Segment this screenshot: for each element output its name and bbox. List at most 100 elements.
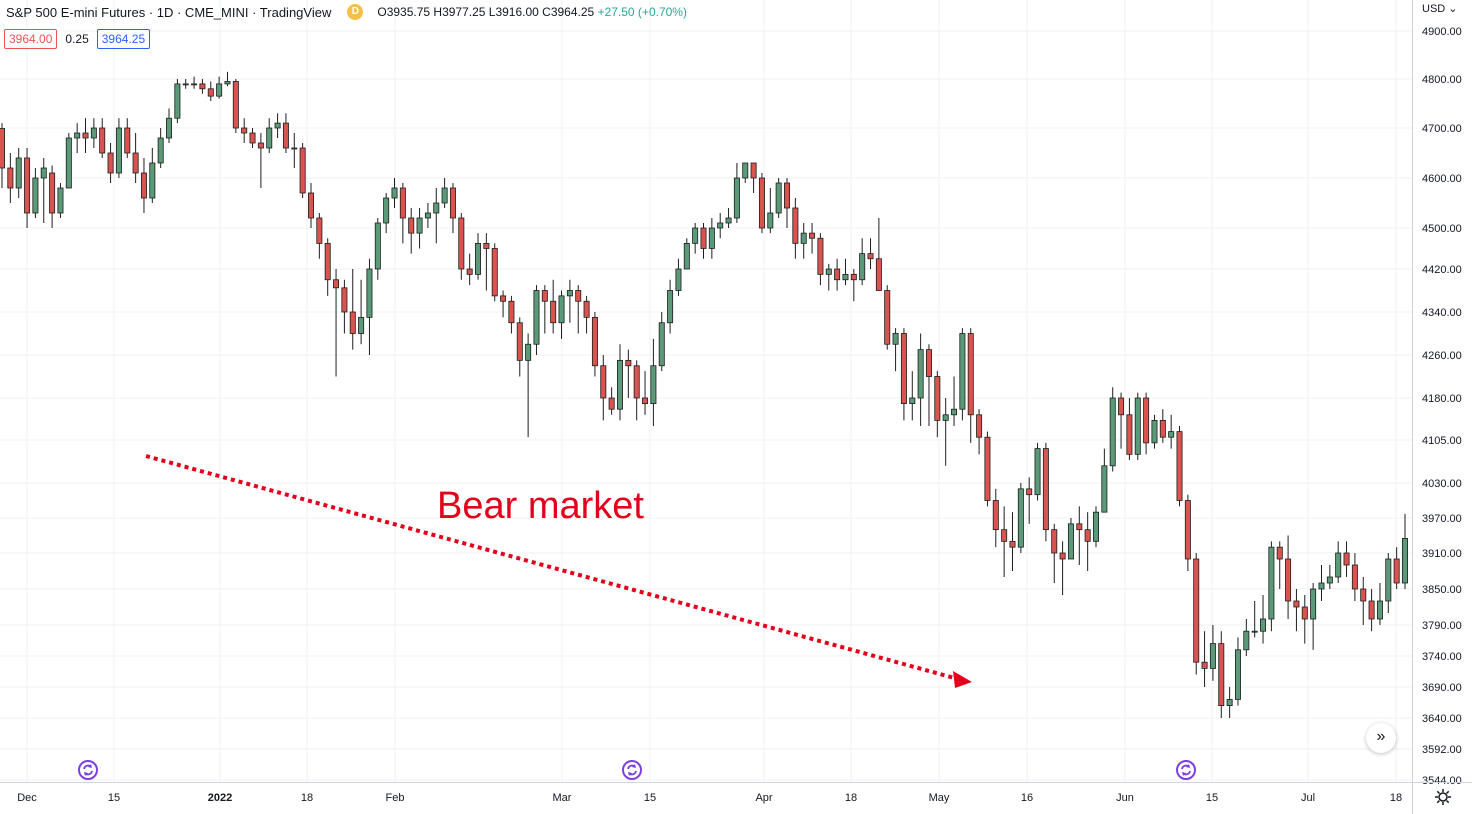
candle <box>1017 483 1024 553</box>
candle <box>1402 513 1408 589</box>
candle <box>1251 601 1258 638</box>
candle <box>1343 541 1350 577</box>
time-tick-label: 15 <box>108 792 120 804</box>
candle <box>1176 426 1183 507</box>
candle <box>867 238 874 269</box>
candle <box>583 295 590 334</box>
candle <box>692 223 699 254</box>
candle <box>433 188 440 244</box>
time-tick-label: Dec <box>17 792 37 804</box>
candle <box>483 233 490 291</box>
candle <box>608 387 615 415</box>
candle <box>399 183 406 244</box>
candle <box>708 218 715 259</box>
currency-selector[interactable]: USD ⌄ <box>1422 3 1458 15</box>
scroll-right-icon: » <box>1376 728 1386 745</box>
candle <box>249 128 256 148</box>
candle <box>1126 398 1133 461</box>
candle <box>767 188 774 234</box>
candle <box>550 279 557 334</box>
candle <box>842 258 849 286</box>
dividend-event-icon[interactable] <box>1176 760 1196 780</box>
candle <box>800 223 807 259</box>
ohlc-text: O3935.75 H3977.25 L3916.00 C3964.25 <box>377 5 595 19</box>
bear-market-annotation[interactable]: Bear market <box>437 485 644 527</box>
candle <box>1201 631 1208 687</box>
candle <box>424 203 431 228</box>
time-tick-label: 18 <box>301 792 313 804</box>
candle <box>90 118 97 148</box>
candle <box>633 360 640 421</box>
sell-price-button[interactable]: 3964.00 <box>4 29 58 49</box>
candle <box>282 113 289 153</box>
candle <box>625 349 632 398</box>
candle <box>909 371 916 421</box>
price-tick-label: 4260.00 <box>1422 350 1462 362</box>
time-tick-label: Feb <box>386 792 405 804</box>
dividend-event-icon[interactable] <box>78 760 98 780</box>
chart-grid <box>0 0 1412 782</box>
scroll-right-button[interactable]: » <box>1366 723 1396 753</box>
candle <box>241 118 248 143</box>
candle <box>850 269 857 302</box>
candle <box>416 208 423 249</box>
dividend-event-icon[interactable] <box>622 760 642 780</box>
delayed-data-icon[interactable]: D <box>347 4 364 20</box>
candle <box>1193 553 1200 675</box>
candle <box>717 213 724 239</box>
candle <box>1376 583 1383 625</box>
time-tick-label: Mar <box>553 792 572 804</box>
candle <box>32 168 39 218</box>
candle <box>792 198 799 259</box>
candle <box>1151 414 1158 449</box>
price-tick-label: 3690.00 <box>1422 682 1462 694</box>
symbol-title[interactable]: S&P 500 E-mini Futures · 1D · CME_MINI ·… <box>6 4 332 20</box>
candle <box>1351 553 1358 601</box>
price-tick-label: 4600.00 <box>1422 173 1462 185</box>
candle <box>1184 494 1191 571</box>
price-axis[interactable]: 4900.00 4800.00 4700.00 4600.00 4500.00 4420.… <box>1412 0 1462 814</box>
candle <box>925 344 932 426</box>
candle <box>266 118 273 153</box>
candle <box>683 238 690 270</box>
candle <box>1243 619 1250 656</box>
candle <box>49 165 56 228</box>
price-tick-label: 4900.00 <box>1422 26 1462 38</box>
time-axis[interactable]: Dec 15 2022 18 Feb Mar 15 Apr 18 May 16 Jun 15 Jul 18 <box>0 782 1472 805</box>
candle <box>1335 541 1342 583</box>
candles-layer <box>0 71 1408 718</box>
candle <box>491 243 498 302</box>
candle <box>1118 392 1125 449</box>
candle <box>182 79 189 89</box>
candle <box>0 123 5 188</box>
gear-icon[interactable] <box>1434 788 1452 806</box>
price-tick-label: 3544.00 <box>1422 775 1462 787</box>
candle <box>1209 625 1216 681</box>
candle <box>917 333 924 426</box>
candle <box>157 128 164 168</box>
candle <box>174 79 181 124</box>
time-tick-label: 16 <box>1021 792 1033 804</box>
time-tick-label: Apr <box>755 792 772 804</box>
candle <box>1293 589 1300 632</box>
price-tick-label: 3910.00 <box>1422 548 1462 560</box>
spread-value: 0.25 <box>65 32 89 46</box>
price-tick-label: 4105.00 <box>1422 435 1462 447</box>
time-tick-label: May <box>929 792 950 804</box>
candle <box>1059 541 1066 595</box>
candle <box>516 317 523 377</box>
bear-trend-arrow[interactable] <box>145 454 972 688</box>
symbol-header: S&P 500 E-mini Futures · 1D · CME_MINI ·… <box>6 4 687 20</box>
candle <box>466 253 473 286</box>
candle <box>566 279 573 323</box>
candle <box>575 285 582 334</box>
price-tick-label: 3790.00 <box>1422 620 1462 632</box>
candle <box>1234 637 1241 706</box>
candle <box>1076 506 1083 565</box>
buy-price-button[interactable]: 3964.25 <box>96 29 151 49</box>
price-tick-label: 3740.00 <box>1422 651 1462 663</box>
candle <box>934 371 941 438</box>
candle <box>224 71 231 87</box>
candle <box>600 355 607 421</box>
